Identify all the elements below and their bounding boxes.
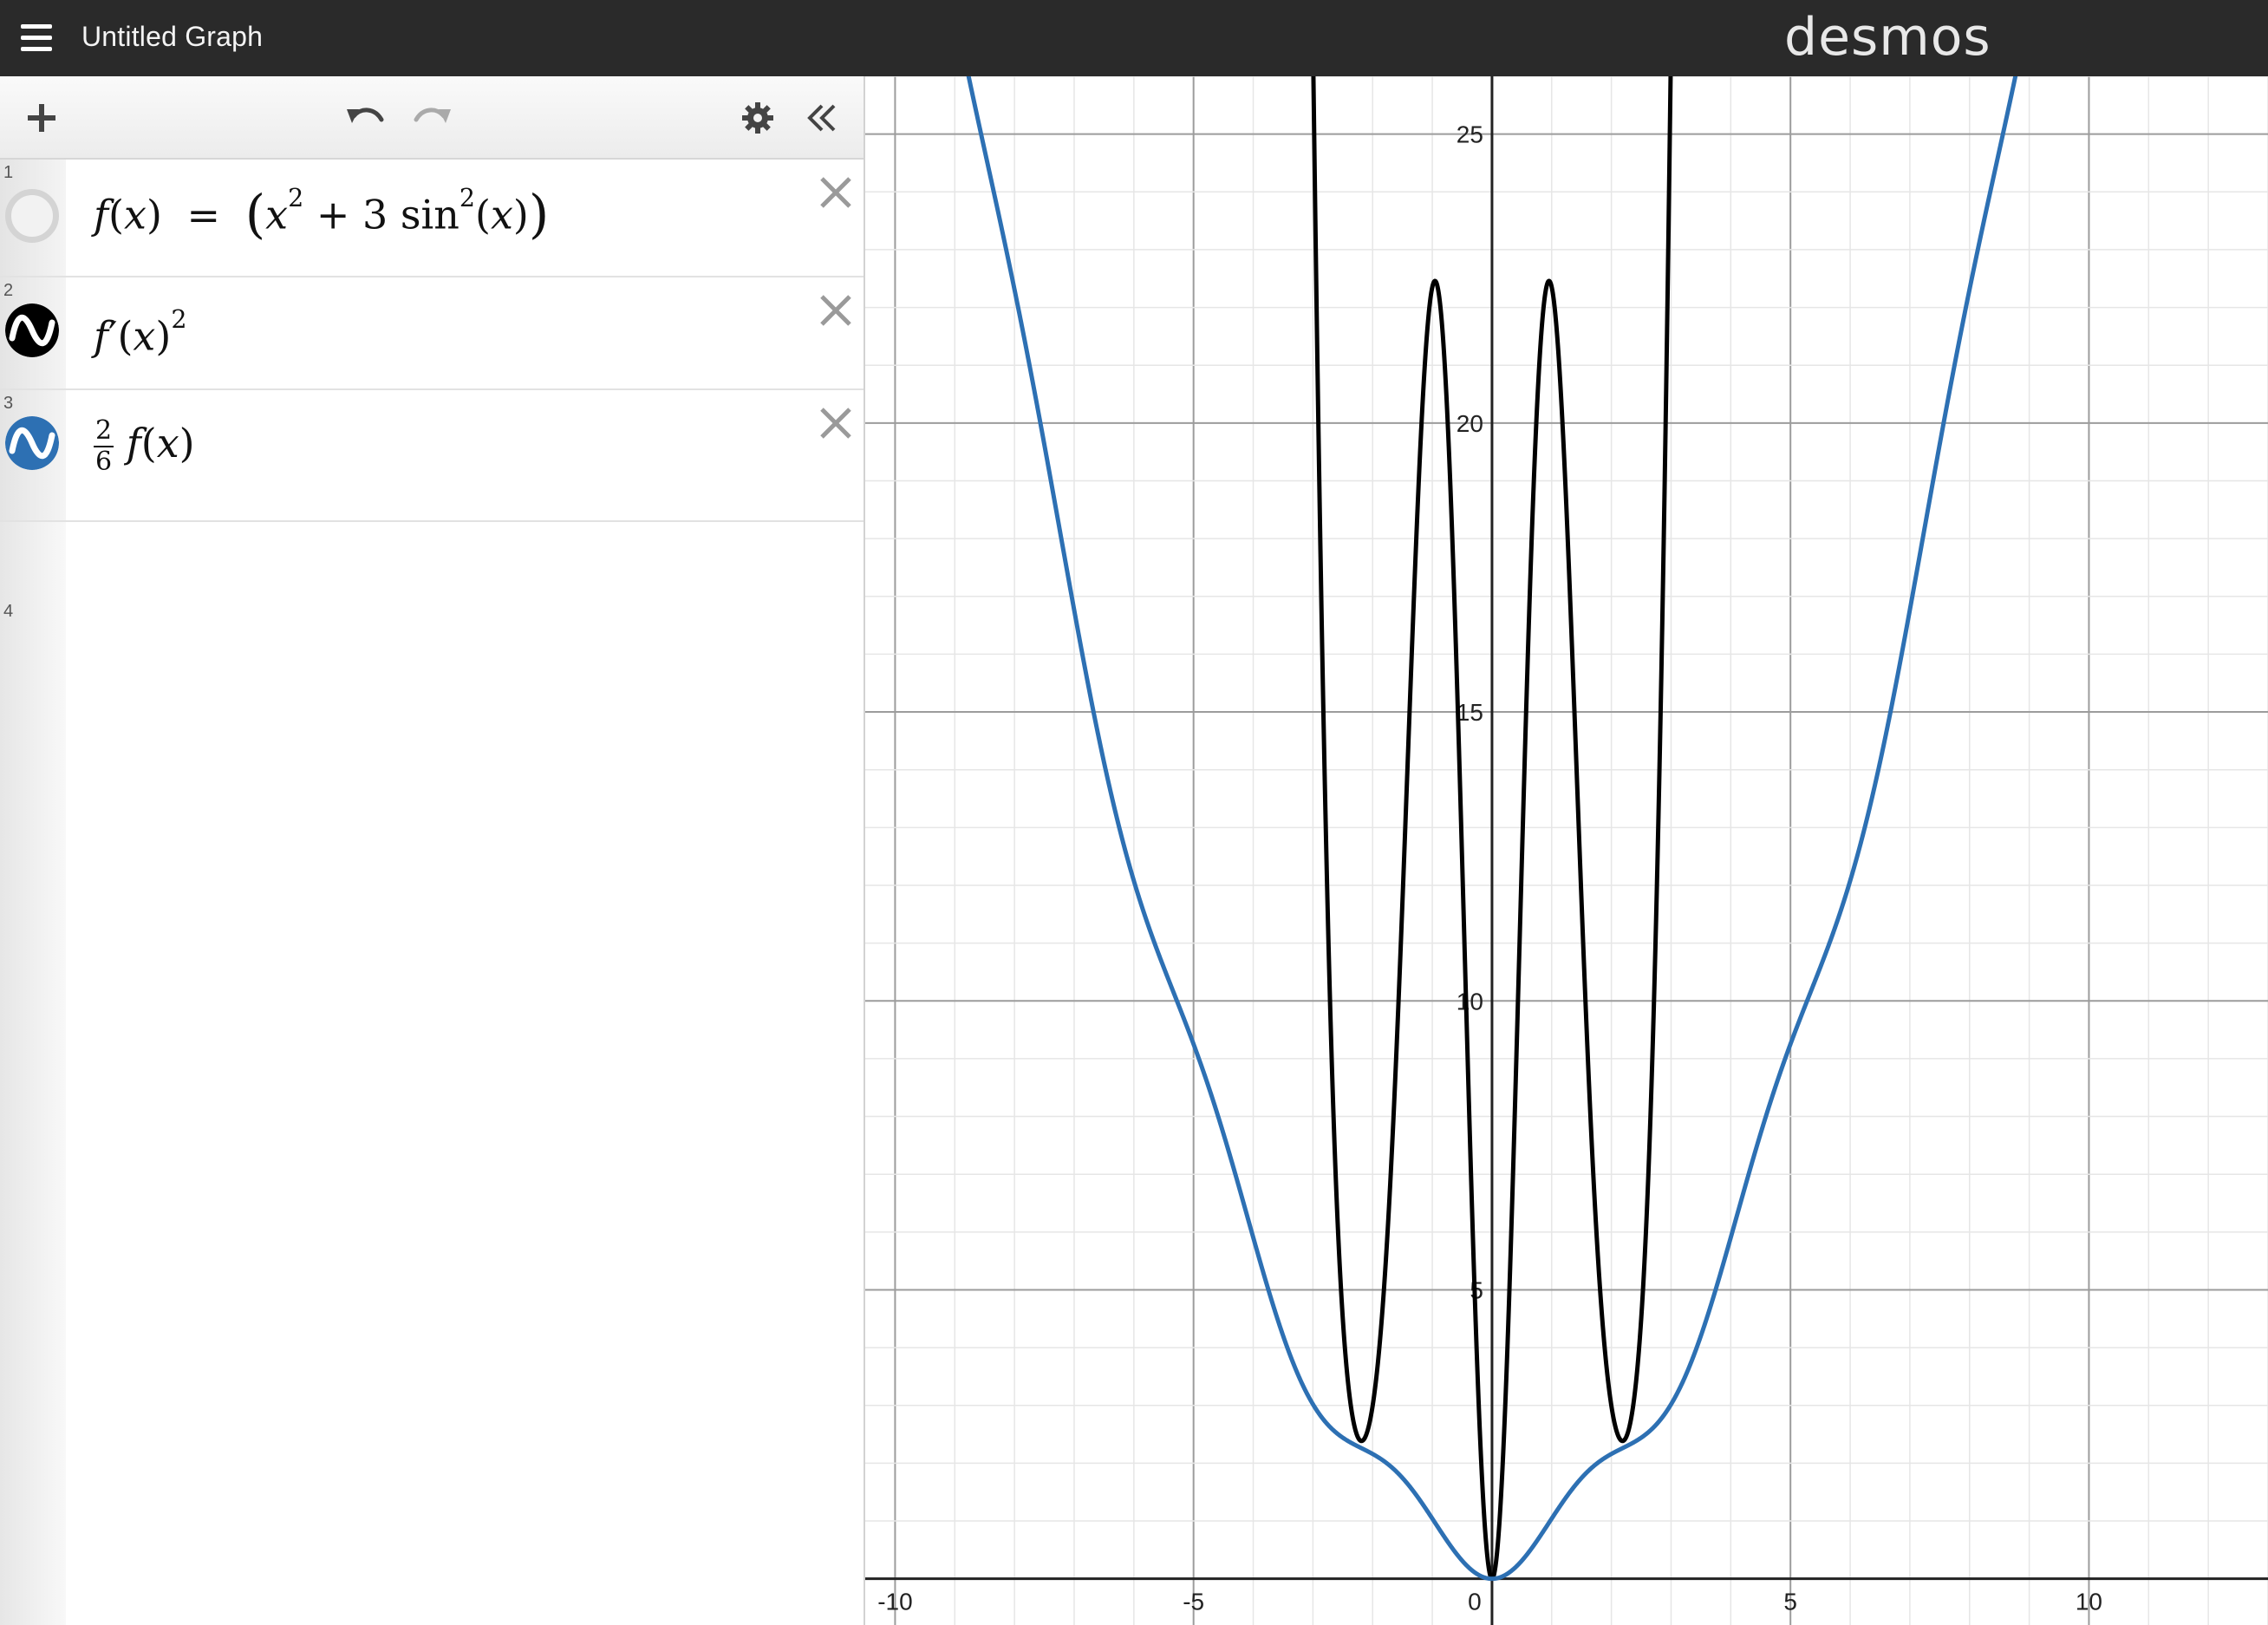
expression-number: 4	[3, 602, 14, 621]
gear-icon	[742, 102, 773, 134]
y-tick-label: 25	[1457, 121, 1483, 148]
top-bar: Untitled Graph desmos	[0, 0, 2268, 76]
x-tick-label: 10	[2076, 1589, 2102, 1615]
expression-number: 1	[3, 163, 14, 182]
collapse-panel-button[interactable]	[798, 94, 846, 142]
x-tick-label: 0	[1468, 1589, 1482, 1615]
y-tick-label: 20	[1457, 410, 1483, 437]
graph-canvas[interactable]: -10 -5 0 5 10 5 10 15 20 25	[865, 76, 2268, 1625]
x-tick-label: 5	[1783, 1589, 1797, 1615]
undo-icon	[347, 108, 384, 123]
delete-expression-icon[interactable]	[815, 402, 857, 444]
expression-math-1[interactable]: f(x) = (x2 + 3 sin2(x))	[94, 184, 550, 245]
blue-graph-style-icon[interactable]	[5, 416, 59, 470]
expression-row-1[interactable]: 1 f(x) = (x2 + 3 sin2(x))	[0, 160, 864, 277]
plus-icon	[28, 104, 55, 132]
y-tick-label: 10	[1457, 988, 1483, 1015]
expression-number: 2	[3, 281, 14, 300]
expression-row-3[interactable]: 3 2 6 f(x)	[0, 390, 864, 522]
y-tick-label: 15	[1457, 699, 1483, 726]
undo-button[interactable]	[342, 94, 390, 142]
hamburger-menu-icon[interactable]	[17, 19, 55, 57]
hidden-graph-toggle-icon[interactable]	[5, 189, 59, 243]
x-tick-label: -5	[1183, 1589, 1204, 1615]
add-expression-button[interactable]	[17, 94, 66, 142]
graph-title[interactable]: Untitled Graph	[81, 21, 264, 52]
delete-expression-icon[interactable]	[815, 290, 857, 331]
black-graph-style-icon[interactable]	[5, 303, 59, 357]
double-chevron-left-icon	[807, 104, 836, 132]
empty-expression-input[interactable]	[66, 522, 864, 1563]
redo-button[interactable]	[407, 94, 456, 142]
desmos-logo: desmos	[1784, 7, 1991, 68]
expression-math-3[interactable]: 2 6 f(x)	[94, 415, 195, 477]
redo-icon	[414, 108, 451, 123]
blue-curve	[966, 76, 2018, 1582]
expression-panel: 1 f(x) = (x2 + 3 sin2(x)) 2 f′(x)2 3	[0, 76, 865, 1625]
x-tick-label: -10	[877, 1589, 912, 1615]
expression-number: 3	[3, 394, 14, 413]
delete-expression-icon[interactable]	[815, 172, 857, 213]
expression-toolbar	[0, 76, 864, 160]
settings-button[interactable]	[733, 94, 782, 142]
expression-math-2[interactable]: f′(x)2	[94, 305, 187, 360]
expression-row-2[interactable]: 2 f′(x)2	[0, 277, 864, 390]
